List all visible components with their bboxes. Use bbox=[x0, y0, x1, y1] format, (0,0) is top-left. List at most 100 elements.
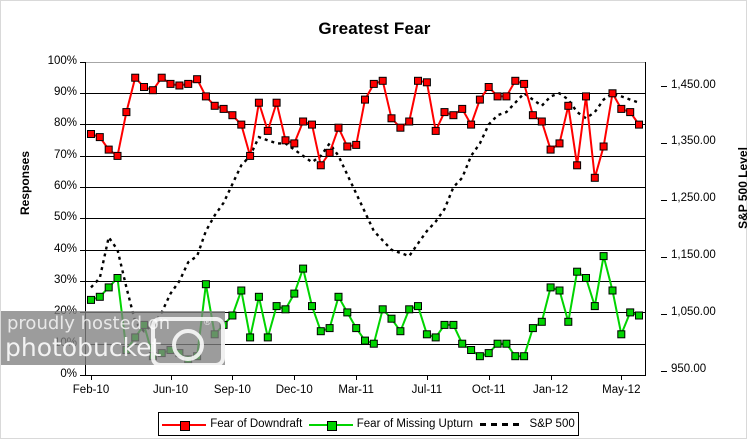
data-point-marker bbox=[343, 142, 352, 151]
data-point-marker bbox=[361, 95, 369, 104]
data-point-marker bbox=[334, 292, 343, 301]
data-point-marker bbox=[458, 104, 467, 113]
data-point-marker bbox=[405, 305, 414, 314]
ytick-mark bbox=[80, 281, 85, 282]
data-point-marker bbox=[272, 302, 281, 311]
ytick-right-mark bbox=[661, 200, 667, 201]
camera-icon bbox=[151, 317, 225, 365]
gridline-80 bbox=[85, 124, 646, 125]
legend-label-missing-upturn: Fear of Missing Upturn bbox=[356, 418, 474, 430]
data-point-marker bbox=[246, 333, 255, 342]
xtick-mark bbox=[170, 375, 172, 380]
xtick-label-jan-12: Jan-12 bbox=[533, 384, 569, 396]
ytick-right-mark bbox=[661, 314, 667, 315]
chart-legend: Fear of Downdraft Fear of Missing Upturn… bbox=[158, 412, 579, 436]
data-point-marker bbox=[140, 83, 148, 91]
gridline-100 bbox=[85, 62, 646, 63]
data-point-marker bbox=[95, 292, 104, 301]
data-point-marker bbox=[299, 264, 308, 273]
data-point-marker bbox=[502, 339, 511, 348]
data-point-marker bbox=[104, 283, 113, 292]
data-point-marker bbox=[449, 111, 458, 120]
gridline-30 bbox=[85, 281, 646, 282]
xtick-label-feb-10: Feb-10 bbox=[72, 384, 110, 396]
legend-label-sp500: S&P 500 bbox=[529, 418, 575, 430]
registered-mark: ® bbox=[204, 317, 211, 327]
data-point-marker bbox=[281, 305, 290, 314]
ytick-right-mark bbox=[661, 371, 667, 372]
xtick-mark bbox=[488, 375, 490, 380]
data-point-marker bbox=[352, 324, 361, 333]
data-point-marker bbox=[122, 108, 131, 117]
xtick-label-may-12: May-12 bbox=[602, 384, 641, 396]
xtick-label-sep-10: Sep-10 bbox=[213, 384, 251, 396]
xtick-mark bbox=[232, 375, 234, 380]
data-point-marker bbox=[254, 292, 263, 301]
data-point-marker bbox=[157, 73, 166, 82]
data-point-marker bbox=[475, 352, 484, 361]
data-point-marker bbox=[484, 83, 493, 91]
ytick-mark bbox=[80, 218, 85, 219]
xtick-mark bbox=[550, 375, 552, 380]
data-point-marker bbox=[254, 98, 263, 107]
xtick-mark bbox=[356, 375, 358, 380]
data-point-marker bbox=[131, 73, 140, 82]
data-point-marker bbox=[219, 104, 228, 113]
ytick-left-30: 30% bbox=[53, 274, 77, 286]
data-point-marker bbox=[608, 286, 617, 295]
data-point-marker bbox=[87, 130, 95, 138]
data-point-marker bbox=[635, 120, 643, 129]
axis-x-line bbox=[85, 375, 646, 376]
data-point-marker bbox=[290, 139, 299, 148]
data-point-marker bbox=[422, 78, 431, 87]
data-point-marker bbox=[378, 305, 387, 314]
legend-swatch-red bbox=[162, 419, 207, 431]
xtick-label-oct-11: Oct-11 bbox=[471, 384, 506, 396]
series-line-s-p-500 bbox=[90, 91, 640, 333]
data-point-marker bbox=[299, 117, 308, 126]
series-line-fear-of-downdraft bbox=[90, 75, 640, 179]
chart-title: Greatest Fear bbox=[318, 19, 431, 38]
data-point-marker bbox=[396, 123, 405, 132]
data-point-marker bbox=[458, 339, 467, 348]
data-point-marker bbox=[246, 151, 255, 160]
data-point-marker bbox=[608, 89, 617, 98]
data-point-marker bbox=[369, 339, 378, 348]
data-point-marker bbox=[520, 79, 529, 88]
xtick-mark bbox=[294, 375, 296, 380]
data-point-marker bbox=[316, 327, 325, 336]
data-point-marker bbox=[537, 117, 546, 126]
gridline-40 bbox=[85, 250, 646, 251]
xtick-label-jul-11: Jul-11 bbox=[411, 384, 443, 396]
data-point-marker bbox=[369, 79, 378, 88]
legend-item-missing-upturn[interactable]: Fear of Missing Upturn bbox=[308, 418, 474, 431]
ytick-right-1150: 1,150.00 bbox=[671, 249, 716, 261]
data-point-marker bbox=[599, 252, 608, 261]
data-point-marker bbox=[175, 81, 184, 90]
data-point-marker bbox=[422, 330, 431, 339]
data-point-marker bbox=[184, 79, 193, 88]
data-point-marker bbox=[440, 320, 449, 329]
ytick-right-1450: 1,450.00 bbox=[671, 79, 716, 91]
ytick-left-100: 100% bbox=[47, 55, 77, 67]
ytick-mark bbox=[80, 187, 85, 188]
data-point-marker bbox=[237, 286, 246, 295]
data-point-marker bbox=[308, 302, 316, 311]
data-point-marker bbox=[104, 145, 113, 154]
data-point-marker bbox=[210, 101, 219, 110]
legend-item-sp500[interactable]: S&P 500 bbox=[479, 418, 575, 430]
data-point-marker bbox=[635, 311, 643, 320]
data-point-marker bbox=[361, 336, 369, 345]
ytick-right-mark bbox=[661, 143, 667, 144]
legend-item-downdraft[interactable]: Fear of Downdraft bbox=[162, 418, 302, 431]
data-point-marker bbox=[617, 330, 626, 339]
ytick-right-1250: 1,250.00 bbox=[671, 192, 716, 204]
data-point-marker bbox=[334, 123, 343, 132]
ytick-left-40: 40% bbox=[53, 243, 77, 255]
xtick-mark bbox=[426, 375, 428, 380]
data-point-marker bbox=[528, 324, 537, 333]
data-point-marker bbox=[308, 120, 316, 129]
ytick-mark bbox=[80, 250, 85, 251]
photobucket-watermark: proudly hosted on photobucket ® bbox=[1, 311, 225, 365]
